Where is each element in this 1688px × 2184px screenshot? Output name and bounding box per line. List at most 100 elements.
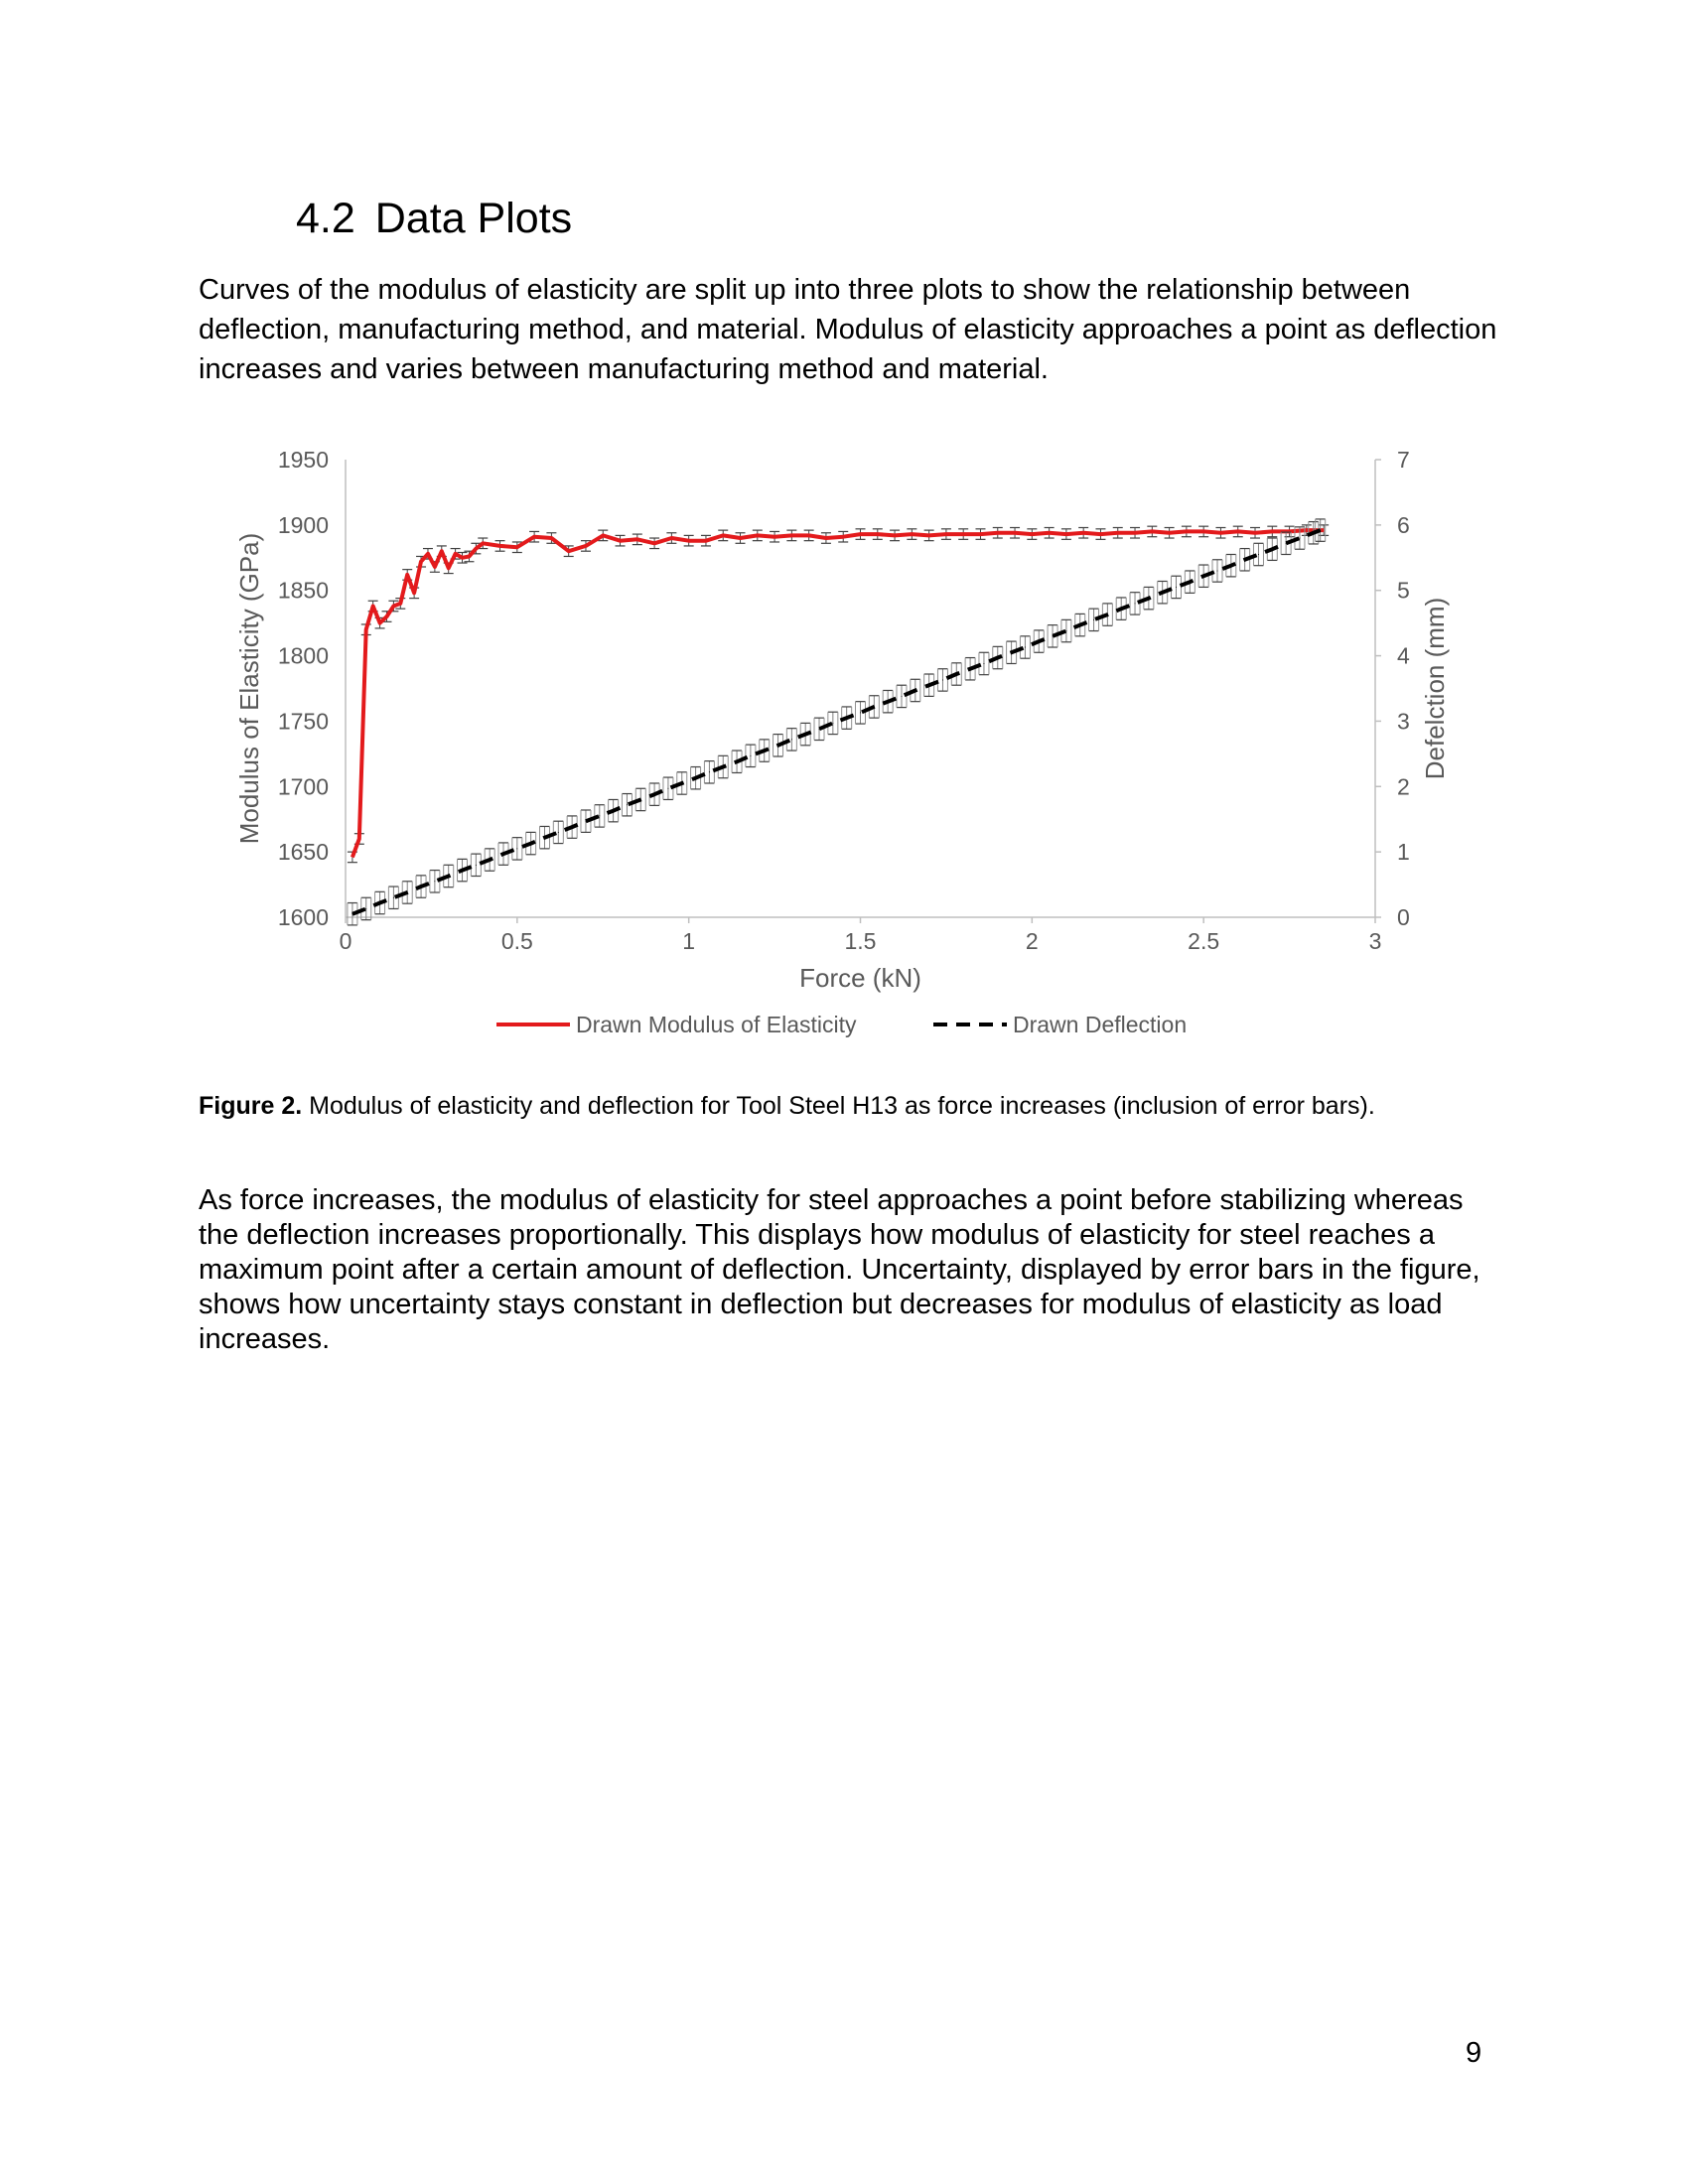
data-point xyxy=(499,545,501,547)
y-tick-label-left: 1650 xyxy=(278,839,329,865)
data-point xyxy=(1202,575,1204,577)
data-point xyxy=(571,826,573,828)
modulus-deflection-chart: 0 0.5 1 1.5 2 2.5 3160016501700175018001850190… xyxy=(234,447,1450,1037)
data-point xyxy=(475,864,477,866)
data-point xyxy=(860,712,861,714)
data-point xyxy=(777,745,779,747)
section-heading: 4.2 Data Plots xyxy=(296,195,572,243)
data-point xyxy=(914,689,916,691)
y-tick-label-right: 7 xyxy=(1397,447,1410,473)
data-point xyxy=(462,870,464,872)
caption-label: Figure 2. xyxy=(199,1092,303,1120)
data-point xyxy=(740,537,742,539)
data-point xyxy=(1271,530,1273,532)
data-point xyxy=(887,701,889,703)
data-point xyxy=(482,542,484,544)
data-point xyxy=(585,545,587,547)
error-bar xyxy=(992,645,1004,670)
data-point xyxy=(568,550,570,552)
data-point xyxy=(1176,586,1178,588)
data-point xyxy=(530,843,532,845)
data-point xyxy=(757,534,759,536)
x-tick-label: 2 xyxy=(1026,928,1039,954)
data-point xyxy=(1052,635,1054,637)
data-point xyxy=(1189,581,1191,583)
data-point xyxy=(365,628,367,630)
data-point xyxy=(427,553,429,555)
data-point xyxy=(1244,559,1246,561)
data-point xyxy=(392,606,394,608)
error-bar xyxy=(552,820,564,845)
data-point xyxy=(705,540,707,542)
data-point xyxy=(1320,529,1322,531)
data-point xyxy=(1323,529,1325,531)
data-point xyxy=(543,837,545,839)
data-point xyxy=(1014,532,1016,534)
data-point xyxy=(736,760,738,762)
y-tick-label-right: 4 xyxy=(1397,643,1410,669)
y-tick-label-right: 3 xyxy=(1397,708,1410,734)
data-point xyxy=(708,771,710,773)
data-point xyxy=(945,533,947,535)
x-tick-label: 0.5 xyxy=(501,928,533,954)
data-point xyxy=(1169,532,1171,534)
deflection-series xyxy=(347,518,1327,926)
data-point xyxy=(653,542,655,544)
y-tick-label-right: 6 xyxy=(1397,512,1410,538)
data-point xyxy=(955,673,957,675)
data-point xyxy=(846,717,848,719)
data-point xyxy=(372,606,374,608)
x-tick-label: 2.5 xyxy=(1188,928,1219,954)
figure-caption: Figure 2. Modulus of elasticity and defl… xyxy=(199,1090,1489,1122)
error-bar xyxy=(785,728,797,751)
data-point xyxy=(626,804,628,806)
data-point xyxy=(1257,553,1259,555)
data-point xyxy=(928,534,930,536)
data-point xyxy=(804,734,806,736)
data-point xyxy=(489,859,491,861)
data-point xyxy=(475,548,477,550)
data-point xyxy=(550,537,552,539)
data-point xyxy=(722,766,724,768)
data-point xyxy=(420,561,422,563)
data-point xyxy=(516,546,518,548)
data-point xyxy=(983,662,985,664)
data-point xyxy=(1230,565,1232,567)
data-point xyxy=(860,533,861,535)
data-point xyxy=(358,838,360,840)
data-point xyxy=(636,538,638,540)
data-point xyxy=(842,536,844,538)
data-point xyxy=(1148,598,1150,600)
data-point xyxy=(1082,532,1084,534)
data-point xyxy=(688,540,690,542)
data-point xyxy=(962,533,964,535)
data-point xyxy=(911,533,913,535)
data-point xyxy=(1254,532,1256,534)
data-point xyxy=(1049,532,1051,534)
y-tick-label-left: 1750 xyxy=(278,708,329,734)
modulus-line xyxy=(351,528,1325,859)
data-point xyxy=(653,793,655,795)
data-point xyxy=(808,534,810,536)
data-point xyxy=(434,881,436,883)
data-point xyxy=(613,810,615,812)
error-bar xyxy=(731,750,743,774)
data-point xyxy=(406,574,408,576)
data-point xyxy=(1117,532,1119,534)
deflection-line xyxy=(352,528,1322,916)
data-point xyxy=(1011,651,1013,653)
data-point xyxy=(790,739,792,741)
data-point xyxy=(1285,542,1287,544)
data-point xyxy=(969,668,971,670)
data-point xyxy=(399,603,401,605)
data-point xyxy=(557,831,559,833)
data-point xyxy=(448,876,450,878)
data-point xyxy=(1216,570,1218,572)
data-point xyxy=(639,798,641,800)
legend-label-deflection: Drawn Deflection xyxy=(1013,1012,1187,1037)
data-point xyxy=(1079,624,1081,626)
data-point xyxy=(406,891,408,893)
y-tick-label-right: 5 xyxy=(1397,578,1410,604)
y-tick-label-left: 1900 xyxy=(278,512,329,538)
error-bar xyxy=(813,717,825,742)
